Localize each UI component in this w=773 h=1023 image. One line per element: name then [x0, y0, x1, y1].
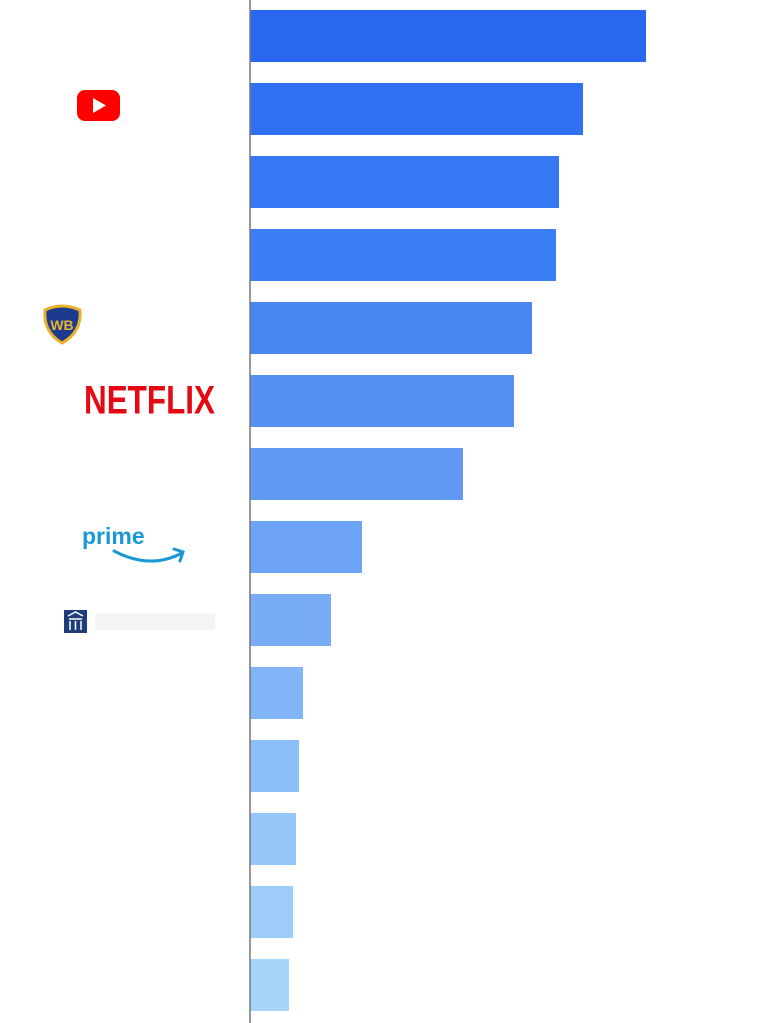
bar: [250, 156, 559, 208]
bar: [250, 886, 293, 938]
y-tick-label: prime: [82, 523, 145, 549]
svg-text:WB: WB: [50, 317, 73, 333]
bar: [250, 594, 331, 646]
youtube-logo: [77, 90, 120, 121]
bar: [250, 375, 514, 427]
prime-smile: [112, 547, 185, 563]
y-tick-label: NETFLIX: [84, 379, 215, 423]
bar: [250, 959, 289, 1011]
studio-logo: [64, 610, 215, 633]
bar: [250, 10, 646, 62]
bar: [250, 229, 556, 281]
bar: [250, 667, 303, 719]
bar: [250, 813, 296, 865]
bar: [250, 448, 463, 500]
bar: [250, 740, 299, 792]
bar: [250, 521, 362, 573]
bar: [250, 302, 532, 354]
bar: [250, 83, 583, 135]
wb-logo: WB: [43, 304, 82, 345]
